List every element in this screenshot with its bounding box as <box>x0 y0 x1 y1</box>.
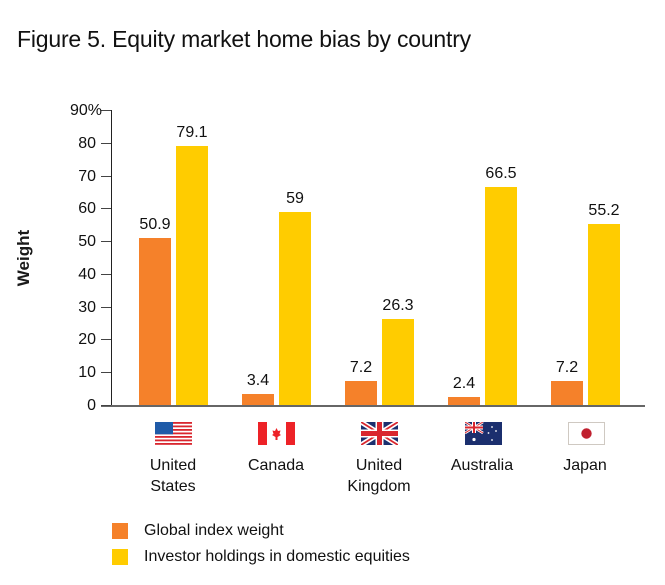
y-tick-label: 90% <box>69 102 102 119</box>
japan-flag-icon <box>568 422 605 445</box>
y-tick-label: 60 <box>78 200 96 218</box>
y-tick <box>101 142 111 144</box>
y-tick-label: 40 <box>78 265 96 283</box>
y-tick <box>101 175 111 177</box>
y-tick-label: 30 <box>78 298 96 316</box>
y-tick-label: 0 <box>87 397 96 414</box>
x-category-label: Japan <box>563 457 607 474</box>
bar-value-label: 26.3 <box>382 296 414 314</box>
us-flag-icon <box>155 422 192 445</box>
bar-domestic-holdings <box>279 211 311 405</box>
legend-item-domestic-holdings: Investor holdings in domestic equities <box>112 544 410 570</box>
bar-value-label: 7.2 <box>555 359 579 377</box>
y-tick <box>101 405 111 406</box>
x-axis-baseline <box>101 405 645 407</box>
bar-global-index <box>242 393 274 405</box>
y-tick-label: 80 <box>78 134 96 152</box>
chart-title: Figure 5. Equity market home bias by cou… <box>17 26 471 52</box>
bar-value-label: 3.4 <box>246 371 270 389</box>
y-tick-label: 70 <box>78 167 96 185</box>
legend-swatch-orange <box>112 523 128 539</box>
x-category-label: United States <box>149 457 197 495</box>
bar-domestic-holdings <box>485 187 517 405</box>
legend-swatch-yellow <box>112 549 128 565</box>
y-axis-line <box>111 110 112 405</box>
y-tick-label: 50 <box>78 233 96 251</box>
y-tick-label: 20 <box>78 331 96 349</box>
legend-label: Investor holdings in domestic equities <box>144 548 410 565</box>
legend: Global index weight Investor holdings in… <box>112 518 410 570</box>
y-axis-label: Weight <box>14 229 33 287</box>
y-tick <box>101 339 111 341</box>
y-tick <box>101 241 111 243</box>
y-tick <box>101 110 111 111</box>
bar-global-index <box>551 381 583 405</box>
bar-value-label: 66.5 <box>485 165 517 183</box>
bar-global-index <box>345 381 377 405</box>
bar-value-label: 7.2 <box>349 359 373 377</box>
uk-flag-icon <box>361 422 398 445</box>
y-tick <box>101 273 111 275</box>
bar-domestic-holdings <box>176 145 208 405</box>
x-category-label: Australia <box>450 457 514 474</box>
australia-flag-icon <box>465 422 502 445</box>
y-tick <box>101 372 111 374</box>
x-category-label: Canada <box>247 457 305 474</box>
bar-value-label: 55.2 <box>588 202 620 220</box>
bar-global-index <box>139 238 171 405</box>
bar-value-label: 2.4 <box>452 375 476 393</box>
bar-domestic-holdings <box>382 318 414 405</box>
canada-flag-icon <box>258 422 295 445</box>
bar-global-index <box>448 397 480 405</box>
bar-domestic-holdings <box>588 224 620 405</box>
y-tick <box>101 306 111 308</box>
y-tick <box>101 208 111 210</box>
bar-value-label: 50.9 <box>139 216 171 234</box>
y-tick-label: 10 <box>78 364 96 382</box>
legend-item-global-index: Global index weight <box>112 518 410 544</box>
bar-value-label: 59 <box>286 189 304 207</box>
bar-value-label: 79.1 <box>176 123 208 141</box>
legend-label: Global index weight <box>144 522 284 539</box>
x-category-label: United Kingdom <box>347 457 411 495</box>
